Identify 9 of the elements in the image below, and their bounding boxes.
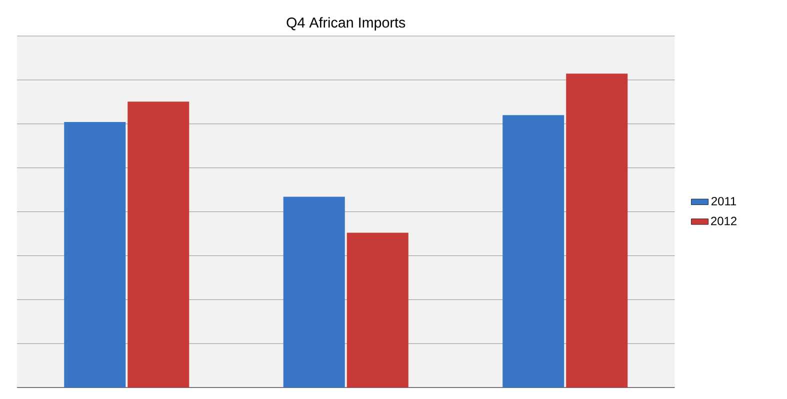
legend-label: 2011 bbox=[712, 197, 736, 206]
bar bbox=[128, 102, 190, 388]
bar bbox=[64, 122, 126, 388]
chart-title: Q4 African Imports bbox=[286, 17, 406, 31]
bar bbox=[566, 74, 628, 388]
bar bbox=[502, 115, 564, 388]
bar bbox=[346, 232, 408, 388]
bar bbox=[283, 196, 345, 388]
legend-label: 2012 bbox=[711, 216, 736, 226]
